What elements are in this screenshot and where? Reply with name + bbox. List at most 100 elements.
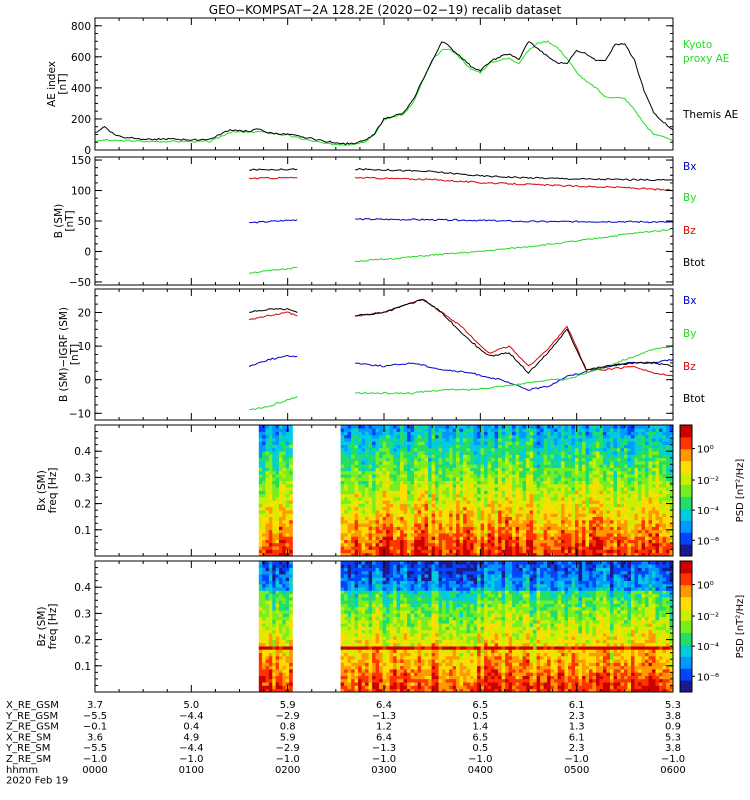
spectrogram-cell — [557, 513, 562, 517]
spectrogram-cell — [529, 533, 534, 537]
spectrogram-cell — [351, 523, 355, 527]
spectrogram-cell — [655, 529, 660, 534]
spectrogram-cell — [410, 477, 415, 481]
spectrogram-cell — [372, 447, 376, 452]
spectrogram-cell — [473, 552, 478, 557]
spectrogram-cell — [459, 516, 464, 521]
spectrogram-cell — [564, 438, 569, 442]
spectrogram-cell — [638, 503, 642, 508]
spectrogram-cell — [522, 467, 527, 472]
spectrogram-cell — [540, 447, 544, 452]
plot-frame — [94, 156, 674, 286]
spectrogram-cell — [473, 533, 478, 537]
spectrogram-cell — [365, 526, 369, 531]
spectrogram-cell — [354, 510, 359, 514]
spectrogram-cell — [258, 490, 263, 495]
spectrogram-cell — [498, 447, 502, 452]
spectrogram-cell — [666, 461, 670, 465]
spectrogram-cell — [480, 506, 485, 511]
spectrogram-cell — [407, 536, 411, 540]
spectrogram-cell — [361, 539, 366, 544]
spectrogram-cell — [403, 454, 408, 459]
spectrogram-cell — [445, 438, 450, 442]
spectrogram-cell — [275, 613, 280, 617]
spectrogram-cell — [417, 461, 422, 465]
spectrogram-cell — [354, 451, 359, 455]
spectrogram-cell — [634, 483, 639, 488]
spectrogram-cell — [638, 483, 642, 488]
spectrogram-cell — [459, 461, 464, 465]
spectrogram-cell — [561, 461, 565, 465]
spectrogram-cell — [655, 487, 660, 491]
spectrogram-cell — [389, 513, 394, 517]
spectrogram-cell — [526, 526, 530, 531]
y-axis-unit: [nT] — [57, 73, 69, 94]
spectrogram-cell — [340, 487, 345, 491]
spectrogram-cell — [627, 536, 632, 540]
spectrogram-cell — [365, 523, 369, 527]
spectrogram-cell — [557, 500, 562, 504]
spectrogram-cell — [589, 487, 593, 491]
spectrogram-cell — [375, 434, 380, 439]
spectrogram-cell — [494, 539, 499, 544]
spectrogram-cell — [470, 474, 474, 478]
spectrogram-cell — [279, 493, 283, 498]
spectrogram-cell — [279, 665, 283, 670]
spectrogram-cell — [480, 474, 485, 478]
spectrogram-cell — [361, 425, 366, 429]
spectrogram-cell — [575, 533, 579, 537]
spectrogram-cell — [445, 454, 450, 459]
spectrogram-cell — [372, 533, 376, 537]
spectrogram-cell — [508, 428, 513, 432]
spectrogram-cell — [641, 506, 646, 511]
spectrogram-cell — [258, 616, 263, 621]
spectrogram-cell — [529, 474, 534, 478]
spectrogram-cell — [571, 451, 576, 455]
spectrogram-cell — [386, 464, 390, 468]
spectrogram-cell — [564, 523, 569, 527]
spectrogram-cell — [550, 441, 555, 445]
spectrogram-cell — [603, 425, 607, 429]
spectrogram-cell — [592, 474, 597, 478]
figure-title: GEO−KOMPSAT−2A 128.2E (2020−02−19) recal… — [209, 3, 562, 17]
colorbar-tick-label: 10⁰ — [697, 445, 714, 456]
spectrogram-cell — [389, 533, 394, 537]
spectrogram-cell — [568, 470, 572, 475]
spectrogram-cell — [456, 549, 460, 554]
spectrogram-cell — [575, 483, 579, 488]
spectrogram-cell — [340, 461, 345, 465]
spectrogram-cell — [519, 477, 523, 481]
spectrogram-cell — [578, 539, 583, 544]
spectrogram-cell — [578, 461, 583, 465]
spectrogram-cell — [347, 542, 352, 547]
spectrogram-cell — [606, 539, 611, 544]
spectrogram-cell — [529, 431, 534, 436]
spectrogram-cell — [554, 529, 558, 534]
spectrogram-cell — [515, 483, 520, 488]
spectrogram-cell — [484, 474, 488, 478]
spectrogram-cell — [578, 431, 583, 436]
spectrogram-cell — [424, 533, 429, 537]
spectrogram-cell — [417, 503, 422, 508]
spectrogram-cell — [340, 539, 345, 544]
spectrogram-cell — [662, 444, 667, 449]
spectrogram-cell — [606, 457, 611, 462]
spectrogram-cell — [361, 549, 366, 554]
spectrogram-cell — [289, 477, 293, 481]
spectrogram-cell — [354, 480, 359, 485]
spectrogram-cell — [389, 542, 394, 547]
spectrogram-cell — [368, 464, 373, 468]
spectrogram-cell — [484, 536, 488, 540]
spectrogram-cell — [582, 441, 586, 445]
spectrogram-cell — [564, 441, 569, 445]
spectrogram-cell — [613, 510, 618, 514]
spectrogram-cell — [347, 533, 352, 537]
spectrogram-cell — [631, 510, 635, 514]
spectrogram-cell — [466, 510, 471, 514]
spectrogram-cell — [265, 431, 270, 436]
spectrogram-cell — [508, 434, 513, 439]
spectrogram-cell — [449, 444, 453, 449]
spectrogram-cell — [470, 523, 474, 527]
